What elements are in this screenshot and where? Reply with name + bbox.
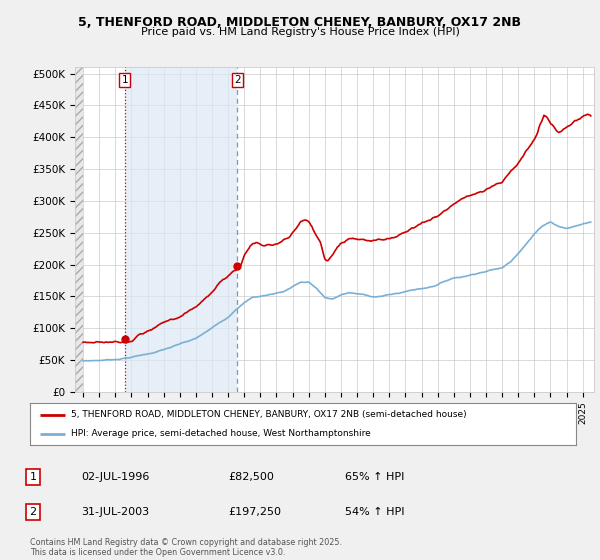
Text: 02-JUL-1996: 02-JUL-1996 <box>81 472 149 482</box>
Text: 2: 2 <box>234 75 241 85</box>
Text: 1: 1 <box>29 472 37 482</box>
Text: Price paid vs. HM Land Registry's House Price Index (HPI): Price paid vs. HM Land Registry's House … <box>140 27 460 37</box>
Text: £197,250: £197,250 <box>228 507 281 517</box>
Bar <box>75 67 83 392</box>
Text: £82,500: £82,500 <box>228 472 274 482</box>
Text: 1: 1 <box>121 75 128 85</box>
Text: 54% ↑ HPI: 54% ↑ HPI <box>345 507 404 517</box>
Text: 5, THENFORD ROAD, MIDDLETON CHENEY, BANBURY, OX17 2NB: 5, THENFORD ROAD, MIDDLETON CHENEY, BANB… <box>79 16 521 29</box>
Text: 5, THENFORD ROAD, MIDDLETON CHENEY, BANBURY, OX17 2NB (semi-detached house): 5, THENFORD ROAD, MIDDLETON CHENEY, BANB… <box>71 410 467 419</box>
Bar <box>125 67 238 392</box>
Text: 65% ↑ HPI: 65% ↑ HPI <box>345 472 404 482</box>
Text: 2: 2 <box>29 507 37 517</box>
Text: Contains HM Land Registry data © Crown copyright and database right 2025.
This d: Contains HM Land Registry data © Crown c… <box>30 538 342 557</box>
Text: HPI: Average price, semi-detached house, West Northamptonshire: HPI: Average price, semi-detached house,… <box>71 430 371 438</box>
Text: 31-JUL-2003: 31-JUL-2003 <box>81 507 149 517</box>
